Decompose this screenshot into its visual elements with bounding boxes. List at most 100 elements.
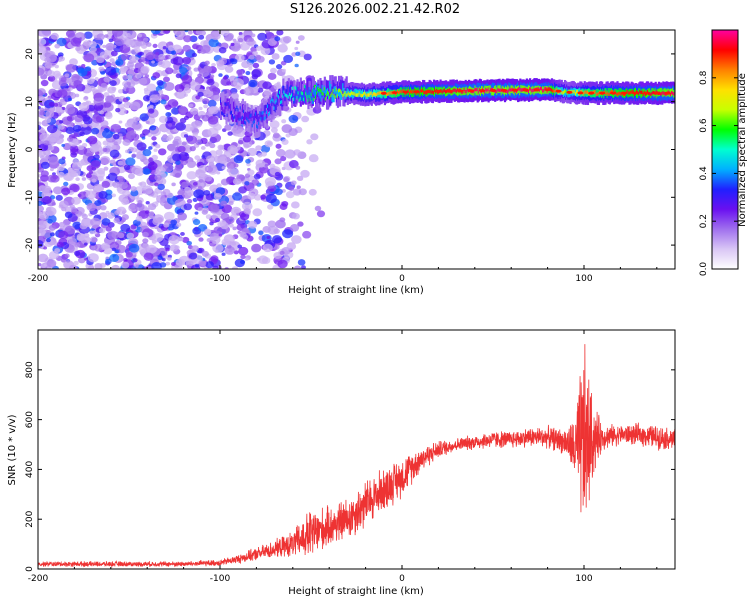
noise-cell [112, 133, 120, 140]
noise-cell [193, 120, 203, 128]
noise-cell [182, 44, 191, 52]
noise-cell [157, 148, 167, 156]
noise-cell [139, 181, 147, 188]
noise-cell [244, 257, 249, 261]
noise-cell [183, 87, 192, 94]
noise-cell [46, 259, 57, 268]
noise-cell [77, 68, 88, 77]
noise-cell [270, 188, 274, 192]
noise-cell [54, 43, 61, 49]
noise-cell [66, 136, 73, 142]
noise-cell [308, 154, 319, 163]
noise-cell [148, 157, 154, 163]
noise-cell [46, 124, 58, 134]
noise-cell [181, 74, 193, 84]
noise-cell [168, 235, 180, 245]
snr-panel: -200 -100 0 100 0 200 400 600 800 Height of stra… [7, 329, 676, 597]
ridge-peak [391, 91, 398, 95]
ridge-peak [435, 89, 442, 93]
noise-cell [112, 181, 120, 188]
noise-cell [125, 157, 136, 166]
noise-cell [316, 210, 326, 218]
noise-cell [243, 208, 252, 215]
noise-cell [310, 133, 319, 141]
noise-cell [193, 189, 205, 199]
noise-cell [125, 131, 136, 140]
noise-cell [224, 246, 235, 255]
snr-plot [38, 344, 675, 569]
noise-cell [136, 155, 141, 160]
noise-cell [218, 233, 223, 237]
noise-cell [138, 77, 148, 86]
y-tick-label: 20 [25, 48, 35, 60]
noise-cell [248, 79, 258, 88]
noise-cell [93, 97, 104, 106]
noise-cell [251, 179, 260, 186]
noise-cell [192, 132, 198, 137]
noise-cell [47, 70, 56, 77]
spectrogram-ylabel: Frequency (Hz) [7, 112, 18, 188]
noise-cell [38, 228, 46, 237]
noise-cell [294, 46, 299, 51]
noise-cell [181, 181, 189, 189]
noise-cell [228, 223, 234, 228]
noise-cell [98, 66, 105, 72]
noise-cell [257, 255, 269, 264]
colorbar-tick-label: 0.4 [699, 166, 709, 181]
noise-cell [123, 164, 131, 171]
noise-cell [257, 152, 263, 158]
noise-cell [193, 67, 199, 72]
y-tick-label: 10 [25, 96, 35, 108]
noise-cell [231, 266, 239, 269]
noise-cell [38, 220, 48, 229]
noise-cell [40, 79, 49, 87]
noise-cell [143, 159, 150, 166]
noise-cell [46, 238, 51, 243]
noise-cell [134, 72, 142, 79]
noise-cell [145, 120, 150, 124]
noise-cell [38, 210, 43, 216]
noise-cell [135, 41, 143, 47]
ridge-peak [413, 90, 420, 94]
noise-cell [200, 182, 205, 187]
noise-cell [152, 232, 164, 243]
noise-cell [267, 220, 277, 228]
noise-cell [213, 226, 223, 234]
noise-cell [175, 160, 181, 165]
noise-cell [122, 74, 129, 80]
noise-cell [145, 200, 150, 205]
ridge-peak [577, 91, 584, 95]
noise-cell [43, 140, 50, 146]
noise-cell [128, 173, 135, 180]
noise-cell [75, 210, 83, 217]
noise-cell [233, 155, 244, 164]
noise-cell [154, 174, 162, 181]
noise-cell [212, 265, 219, 269]
noise-cell [285, 191, 295, 199]
noise-cell [242, 135, 252, 143]
noise-cell [58, 158, 66, 165]
noise-cell [205, 261, 214, 269]
ridge-peak [566, 90, 573, 94]
noise-cell [83, 242, 88, 246]
noise-cell [273, 251, 282, 259]
noise-cell [38, 239, 44, 248]
noise-cell [85, 190, 97, 200]
noise-cell [38, 124, 42, 131]
noise-cell [183, 35, 192, 43]
noise-cell [134, 263, 139, 268]
noise-cell [77, 160, 85, 167]
noise-cell [264, 140, 274, 148]
noise-cell [171, 107, 180, 115]
noise-cell [154, 182, 159, 187]
noise-cell [178, 106, 187, 113]
noise-cell [149, 125, 157, 131]
noise-cell [109, 241, 120, 250]
noise-cell [262, 81, 272, 90]
noise-cell [63, 181, 69, 187]
noise-cell [152, 217, 162, 226]
noise-cell [141, 136, 146, 140]
noise-cell [170, 50, 177, 55]
noise-cell [64, 211, 73, 219]
y-tick-label: -10 [25, 190, 35, 205]
